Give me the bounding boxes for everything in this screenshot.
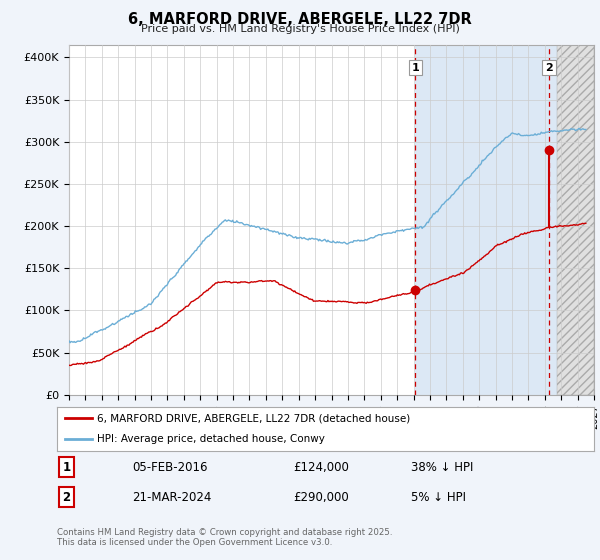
Text: 1: 1 — [411, 63, 419, 73]
Text: 05-FEB-2016: 05-FEB-2016 — [132, 460, 208, 474]
Bar — [557, 45, 594, 395]
Text: 6, MARFORD DRIVE, ABERGELE, LL22 7DR: 6, MARFORD DRIVE, ABERGELE, LL22 7DR — [128, 12, 472, 27]
Text: HPI: Average price, detached house, Conwy: HPI: Average price, detached house, Conw… — [97, 435, 325, 445]
Text: 5% ↓ HPI: 5% ↓ HPI — [412, 491, 466, 504]
Text: £290,000: £290,000 — [293, 491, 349, 504]
Text: 2: 2 — [545, 63, 553, 73]
Text: 2: 2 — [62, 491, 71, 504]
Bar — [415, 45, 557, 395]
Text: Contains HM Land Registry data © Crown copyright and database right 2025.
This d: Contains HM Land Registry data © Crown c… — [57, 528, 392, 547]
Text: £124,000: £124,000 — [293, 460, 349, 474]
Text: 6, MARFORD DRIVE, ABERGELE, LL22 7DR (detached house): 6, MARFORD DRIVE, ABERGELE, LL22 7DR (de… — [97, 413, 410, 423]
Text: Price paid vs. HM Land Registry's House Price Index (HPI): Price paid vs. HM Land Registry's House … — [140, 24, 460, 34]
Text: 38% ↓ HPI: 38% ↓ HPI — [412, 460, 474, 474]
Text: 1: 1 — [62, 460, 71, 474]
Text: 21-MAR-2024: 21-MAR-2024 — [132, 491, 212, 504]
